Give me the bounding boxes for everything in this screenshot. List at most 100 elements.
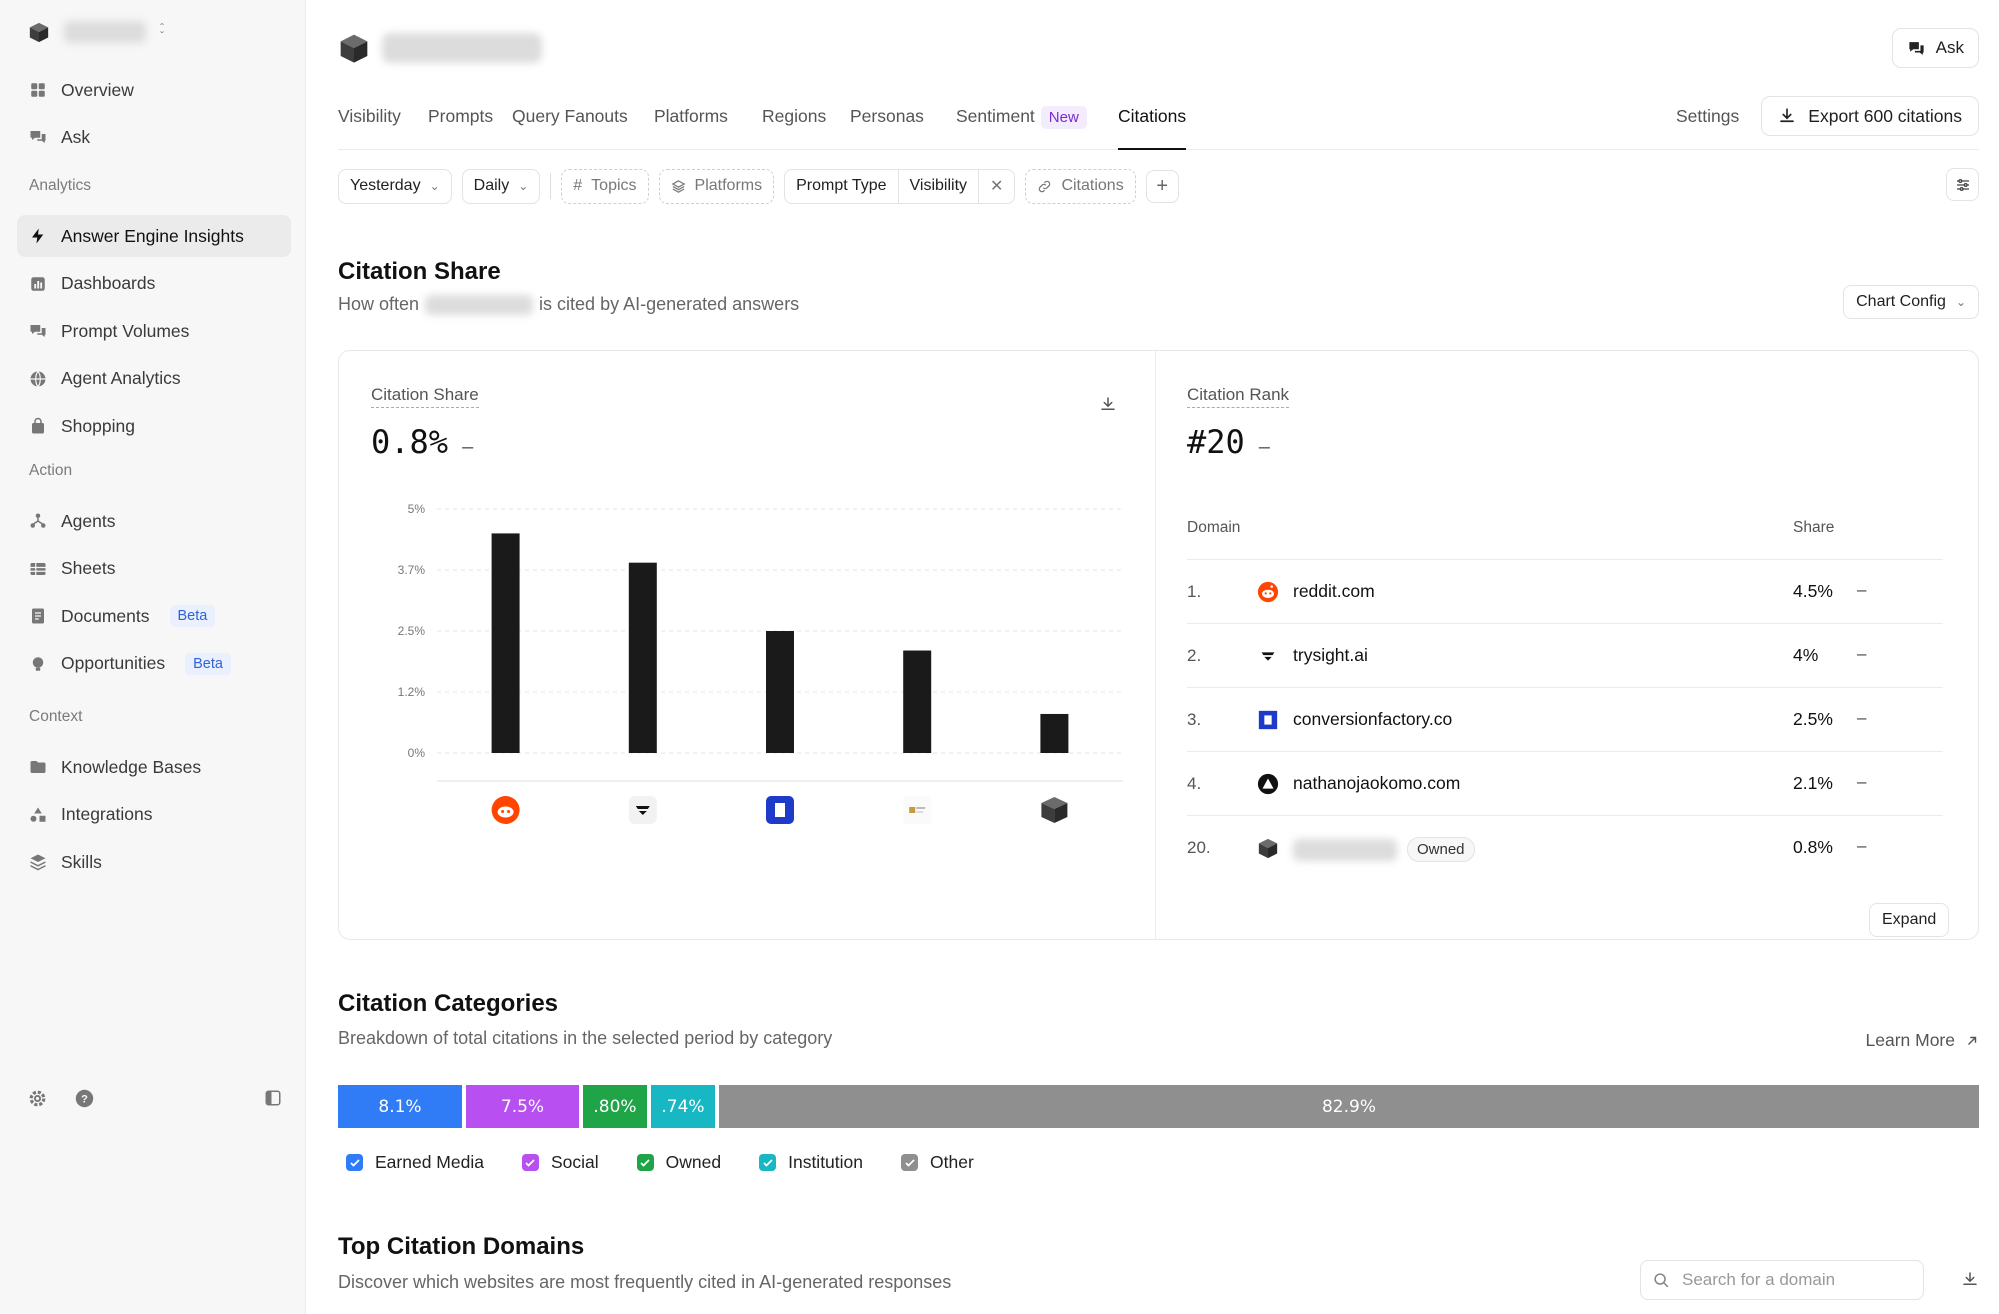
sidebar-item-label: Sheets — [61, 558, 116, 578]
checkbox-checked-icon[interactable] — [521, 1154, 539, 1171]
row-rank: 2. — [1187, 646, 1202, 665]
tab-citations[interactable]: Citations — [1118, 106, 1187, 150]
legend-item-other[interactable]: Other — [901, 1152, 974, 1173]
tab-bar: Visibility Prompts Query Fanouts Platfor… — [338, 96, 1979, 150]
legend-item-earned-media[interactable]: Earned Media — [346, 1152, 484, 1173]
tab-prompts[interactable]: Prompts — [428, 106, 493, 150]
filter-settings-icon[interactable] — [1946, 168, 1979, 201]
collapse-sidebar-icon[interactable] — [264, 1089, 282, 1107]
gear-icon[interactable] — [28, 1089, 47, 1108]
beta-badge: Beta — [185, 652, 231, 675]
row-delta: – — [1857, 772, 1867, 791]
citation-share-bar-chart: 0% 1.2% 2.5% 3.7% 5% — [398, 502, 1123, 824]
domain-text: reddit.com — [1293, 581, 1375, 601]
row-share: 2.5% — [1793, 709, 1833, 729]
expand-button[interactable]: Expand — [1869, 903, 1950, 937]
learn-more-link[interactable]: Learn More — [1866, 1030, 1980, 1051]
table-row[interactable]: 20. Owned 0.8% – — [1187, 815, 1943, 879]
chat-icon — [29, 322, 47, 340]
legend-item-institution[interactable]: Institution — [759, 1152, 863, 1173]
brand-name-redacted — [382, 33, 542, 63]
prompt-type-filter[interactable]: Prompt Type Visibility ✕ — [784, 168, 1016, 204]
domain-redacted — [1293, 838, 1397, 861]
bar-trysight.ai[interactable] — [628, 562, 657, 753]
table-row[interactable]: 4. nathanojaokomo.com 2.1% – — [1187, 751, 1943, 815]
sidebar-item-integrations[interactable]: Integrations — [17, 794, 291, 836]
segment-institution[interactable]: .74% — [651, 1085, 715, 1128]
sidebar-item-label: Knowledge Bases — [61, 756, 202, 777]
row-domain: Owned — [1293, 837, 1475, 862]
sidebar-item-opportunities[interactable]: Opportunities Beta — [17, 643, 291, 685]
add-filter-button[interactable]: + — [1145, 169, 1179, 203]
granularity-dropdown[interactable]: Daily ⌄ — [461, 168, 541, 204]
topics-filter[interactable]: # Topics — [561, 168, 649, 204]
row-domain: reddit.com — [1293, 581, 1375, 602]
sidebar-item-skills[interactable]: Skills — [17, 841, 291, 883]
tab-sentiment[interactable]: Sentiment New — [956, 106, 1087, 150]
segment-other[interactable]: 82.9% — [719, 1085, 1979, 1128]
export-citations-button[interactable]: Export 600 citations — [1761, 96, 1979, 136]
sidebar-item-documents[interactable]: Documents Beta — [17, 595, 291, 637]
search-placeholder: Search for a domain — [1682, 1270, 1836, 1289]
sidebar-item-dashboards[interactable]: Dashboards — [17, 263, 291, 305]
checkbox-checked-icon[interactable] — [636, 1154, 654, 1171]
sidebar-item-prompt-volumes[interactable]: Prompt Volumes — [17, 310, 291, 352]
row-share: 4.5% — [1793, 581, 1833, 601]
sidebar-item-label: Ask — [61, 126, 91, 147]
download-icon[interactable] — [1961, 1270, 1979, 1288]
download-icon[interactable] — [1099, 395, 1117, 413]
brand-cube-icon — [340, 34, 368, 63]
settings-link[interactable]: Settings — [1676, 106, 1740, 126]
citations-filter[interactable]: Citations — [1025, 168, 1136, 204]
platforms-filter[interactable]: Platforms — [658, 168, 775, 204]
sidebar-item-overview[interactable]: Overview — [17, 69, 291, 111]
tab-label: Citations — [1118, 106, 1187, 126]
sidebar-item-answer-engine-insights[interactable]: Answer Engine Insights — [17, 215, 291, 257]
table-row[interactable]: 1. reddit.com 4.5% – — [1187, 559, 1943, 623]
ask-button[interactable]: Ask — [1891, 28, 1979, 68]
shapes-icon — [29, 806, 47, 824]
tab-platforms[interactable]: Platforms — [654, 106, 728, 150]
visibility-value[interactable]: Visibility — [899, 169, 980, 203]
bar-nathanojaokomo.com[interactable] — [903, 650, 932, 753]
tab-visibility[interactable]: Visibility — [338, 106, 401, 150]
sidebar-item-knowledge-bases[interactable]: Knowledge Bases — [17, 746, 291, 788]
legend-item-social[interactable]: Social — [521, 1152, 599, 1173]
share-value: 0.8% — [371, 423, 449, 461]
segment-earned-media[interactable]: 8.1% — [338, 1085, 462, 1128]
segment-social[interactable]: 7.5% — [466, 1085, 579, 1128]
row-rank: 3. — [1187, 710, 1202, 729]
cube-icon — [1041, 797, 1068, 823]
bar-reddit.com[interactable] — [491, 533, 520, 753]
help-icon[interactable]: ? — [75, 1089, 94, 1108]
legend-item-owned[interactable]: Owned — [636, 1152, 721, 1173]
checkbox-checked-icon[interactable] — [759, 1154, 777, 1171]
chart-config-dropdown[interactable]: Chart Config ⌄ — [1843, 285, 1979, 319]
sidebar-item-agents[interactable]: Agents — [17, 500, 291, 542]
citation-rank-label: Citation Rank — [1187, 385, 1290, 408]
sidebar-item-agent-analytics[interactable]: Agent Analytics — [17, 358, 291, 400]
citation-share-label: Citation Share — [371, 385, 479, 408]
filter-bar: Yesterday ⌄ Daily ⌄ # Topics Platforms Prom… — [338, 168, 1179, 204]
remove-filter-icon[interactable]: ✕ — [990, 178, 1004, 195]
row-domain: nathanojaokomo.com — [1293, 773, 1460, 794]
bar-conversionfactory.co[interactable] — [766, 631, 794, 753]
sidebar-item-label: Skills — [61, 851, 102, 872]
tab-personas[interactable]: Personas — [850, 106, 924, 150]
sidebar-item-sheets[interactable]: Sheets — [17, 548, 291, 590]
checkbox-checked-icon[interactable] — [346, 1154, 363, 1171]
bar-owned[interactable] — [1040, 713, 1069, 753]
checkbox-checked-icon[interactable] — [901, 1154, 918, 1171]
domain-search-input[interactable]: Search for a domain — [1640, 1260, 1924, 1300]
table-row[interactable]: 2. trysight.ai 4% – — [1187, 623, 1943, 687]
row-share: 4% — [1793, 645, 1819, 665]
table-row[interactable]: 3. conversionfactory.co 2.5% – — [1187, 687, 1943, 751]
chat-icon — [29, 128, 47, 146]
sidebar-item-shopping[interactable]: Shopping — [17, 405, 291, 447]
segment-owned[interactable]: .80% — [583, 1085, 647, 1128]
tab-query-fanouts[interactable]: Query Fanouts — [512, 106, 628, 150]
date-range-dropdown[interactable]: Yesterday ⌄ — [338, 168, 452, 204]
sidebar-item-ask[interactable]: Ask — [17, 116, 291, 158]
tab-regions[interactable]: Regions — [762, 106, 826, 150]
